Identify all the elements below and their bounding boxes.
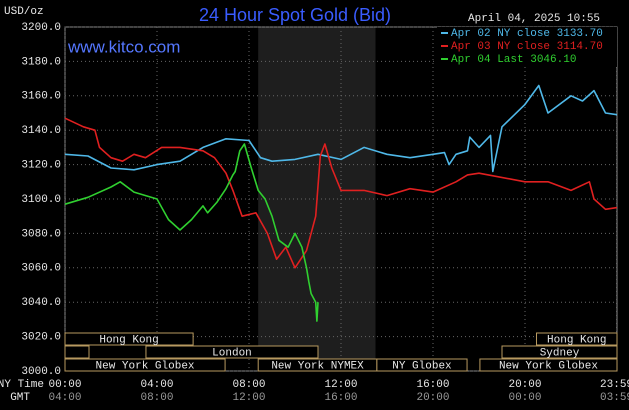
y-tick-label: 3080.0 bbox=[21, 228, 61, 240]
x-tick-label: 23:59 bbox=[600, 379, 629, 391]
x-tick-label: 08:00 bbox=[232, 379, 265, 391]
gmt-tick-label: 00:00 bbox=[508, 392, 541, 404]
x-tick-label: 04:00 bbox=[140, 379, 173, 391]
y-tick-label: 3060.0 bbox=[21, 263, 61, 275]
source: www.kitco.com bbox=[67, 37, 180, 56]
series-line bbox=[64, 143, 319, 322]
x-tick-label: 20:00 bbox=[508, 379, 541, 391]
series-line bbox=[64, 84, 618, 173]
gmt-tick-label: 08:00 bbox=[140, 392, 173, 404]
session-box bbox=[145, 345, 319, 359]
y-unit: USD/oz bbox=[4, 6, 44, 18]
session-label: NY Globex bbox=[392, 360, 452, 372]
session-label: Hong Kong bbox=[547, 334, 606, 346]
y-tick-label: 3180.0 bbox=[21, 56, 61, 68]
session-label: New York NYMEX bbox=[271, 360, 364, 372]
session-box bbox=[501, 345, 618, 359]
session-box bbox=[64, 332, 194, 346]
gmt-tick-label: 20:00 bbox=[416, 392, 449, 404]
x-row-label: GMT bbox=[10, 392, 30, 404]
session-label: Sydney bbox=[540, 347, 580, 359]
y-tick-label: 3120.0 bbox=[21, 160, 61, 172]
gmt-tick-label: 04:00 bbox=[48, 392, 81, 404]
y-tick-label: 3100.0 bbox=[21, 194, 61, 206]
legend-label: Apr 02 NY close 3133.70 bbox=[451, 28, 603, 40]
legend-box bbox=[437, 27, 617, 67]
session-box-empty bbox=[64, 345, 90, 359]
gmt-tick-label: 12:00 bbox=[232, 392, 265, 404]
gmt-tick-label: 16:00 bbox=[324, 392, 357, 404]
y-tick-label: 3140.0 bbox=[21, 125, 61, 137]
y-tick-label: 3000.0 bbox=[21, 366, 61, 378]
x-tick-label: 00:00 bbox=[48, 379, 81, 391]
session-label: New York Globex bbox=[499, 360, 598, 372]
session-box bbox=[64, 358, 226, 372]
y-tick-label: 3040.0 bbox=[21, 297, 61, 309]
chart-title: 24 Hour Spot Gold (Bid) bbox=[199, 5, 391, 25]
gmt-tick-label: 03:59 bbox=[600, 392, 629, 404]
x-row-label: NY Time bbox=[0, 379, 44, 391]
y-tick-label: 3200.0 bbox=[21, 22, 61, 34]
session-box bbox=[536, 332, 618, 346]
session-label: London bbox=[212, 347, 252, 359]
timestamp: April 04, 2025 10:55 bbox=[468, 13, 600, 25]
y-tick-label: 3020.0 bbox=[21, 332, 61, 344]
legend-label: Apr 04 Last 3046.10 bbox=[451, 54, 576, 66]
x-tick-label: 16:00 bbox=[416, 379, 449, 391]
session-label: New York Globex bbox=[96, 360, 195, 372]
legend-label: Apr 03 NY close 3114.70 bbox=[451, 41, 603, 53]
session-box bbox=[479, 358, 618, 372]
session-label: Hong Kong bbox=[99, 334, 158, 346]
x-tick-label: 12:00 bbox=[324, 379, 357, 391]
y-tick-label: 3160.0 bbox=[21, 91, 61, 103]
series-line bbox=[64, 117, 618, 269]
session-box bbox=[376, 358, 468, 372]
